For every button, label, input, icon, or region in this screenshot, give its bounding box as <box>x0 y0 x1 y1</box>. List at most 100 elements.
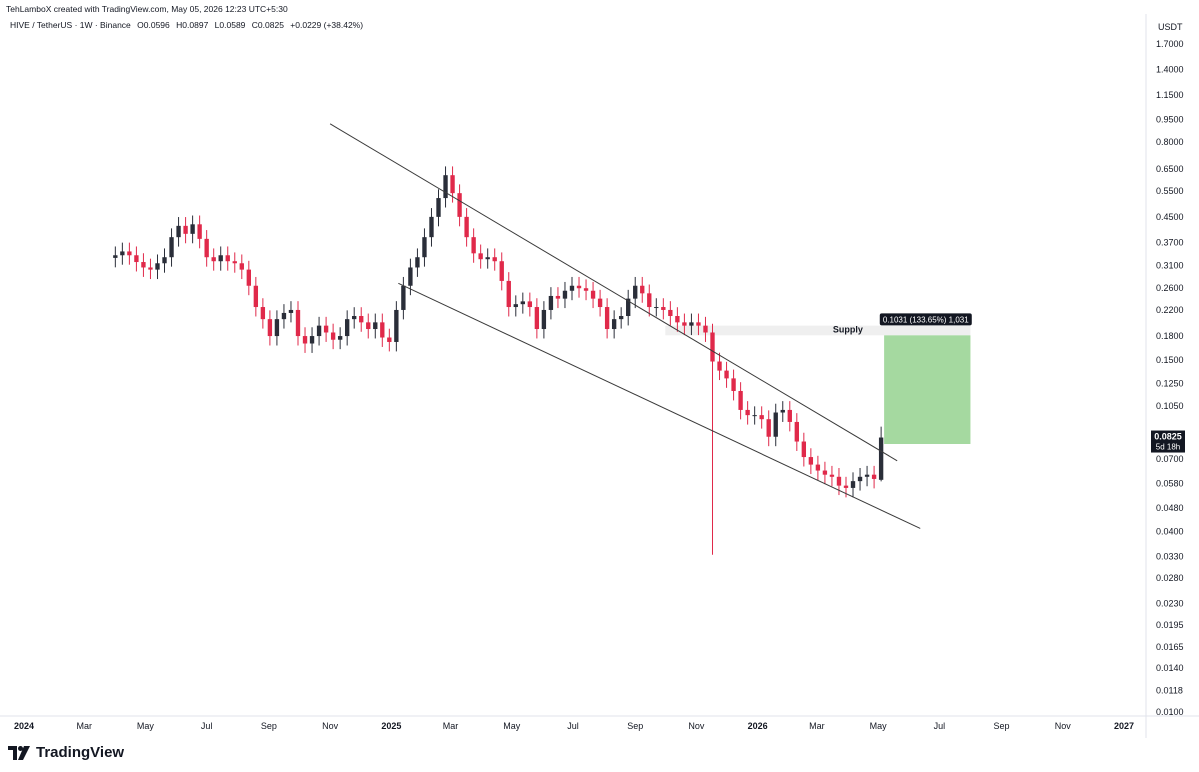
candle-body <box>415 257 420 268</box>
candle-body <box>120 251 125 256</box>
candle-body <box>499 261 504 281</box>
candle-body <box>717 361 722 371</box>
candle-body <box>836 476 842 486</box>
candle-body <box>618 316 624 320</box>
price-tick-label: 1.7000 <box>1156 39 1184 49</box>
candle-body <box>211 257 216 262</box>
candle-body <box>724 370 729 379</box>
price-tick-label: 0.6500 <box>1156 164 1184 174</box>
trendlines-layer <box>329 123 921 529</box>
ohlc-close: C0.0825 <box>251 20 284 30</box>
supply-zone-band <box>665 325 971 336</box>
candle-body <box>330 332 336 340</box>
candle-body <box>773 412 778 437</box>
price-axis[interactable]: 1.7000 1.4000 1.1500 0.9500 0.8000 0.6500 0.55… <box>1156 39 1184 717</box>
time-tick-label: May <box>870 721 888 731</box>
time-tick-label: Jul <box>567 721 579 731</box>
candle-body <box>675 316 680 323</box>
candle-body <box>260 307 266 320</box>
candle-body <box>682 322 687 326</box>
candle-body <box>822 470 828 475</box>
candle-body <box>281 312 287 320</box>
candle-body <box>604 307 610 330</box>
symbol-pair[interactable]: HIVE / TetherUS · 1W · Binance <box>10 20 131 30</box>
ohlc-high: H0.0897 <box>176 20 209 30</box>
price-tick-label: 1.4000 <box>1156 64 1184 74</box>
time-tick-label: May <box>503 721 521 731</box>
candle-body <box>148 267 153 270</box>
price-tick-label: 0.1250 <box>1156 378 1184 388</box>
candle-body <box>738 390 743 410</box>
target-box <box>884 335 971 444</box>
price-tick-label: 0.0100 <box>1156 707 1184 717</box>
candle-body <box>710 332 715 362</box>
candle-body <box>766 419 771 437</box>
price-tick-label: 1.1500 <box>1156 90 1184 100</box>
tradingview-logo-icon <box>8 745 30 760</box>
candle-body <box>366 322 371 330</box>
candle-body <box>808 457 814 465</box>
candle-body <box>513 304 518 308</box>
price-tick-label: 0.0140 <box>1156 663 1184 673</box>
symbol-info-line: HIVE / TetherUS · 1W · Binance O0.0596 H… <box>10 20 367 30</box>
supply-zone-label: Supply <box>833 324 863 334</box>
candle-body <box>394 309 399 342</box>
candle-body <box>787 409 792 422</box>
time-tick-label: Nov <box>1055 721 1072 731</box>
footer-brand-text: TradingView <box>36 744 125 761</box>
candle-body <box>640 285 645 294</box>
candle-body <box>302 336 308 344</box>
candle-body <box>471 237 476 254</box>
candle-body <box>134 255 139 263</box>
candle-body <box>850 481 856 488</box>
candle-body <box>759 415 764 420</box>
price-tick-label: 0.5500 <box>1156 186 1184 196</box>
candle-body <box>443 175 448 199</box>
candle-body <box>661 307 666 310</box>
time-tick-label: Mar <box>809 721 825 731</box>
candle-body <box>344 319 350 337</box>
bar-countdown-label: 5d 18h <box>1156 443 1180 452</box>
candle-body <box>225 255 230 262</box>
ohlc-change: +0.0229 (+38.42%) <box>290 20 364 30</box>
price-axis-unit: USDT <box>1158 22 1183 32</box>
candle-body <box>696 322 701 326</box>
candle-body <box>668 309 673 317</box>
candle-body <box>387 337 392 342</box>
price-tick-label: 0.0580 <box>1156 478 1184 488</box>
ohlc-open: O0.0596 <box>137 20 170 30</box>
time-tick-label: Mar <box>76 721 92 731</box>
measure-label-bg <box>879 313 972 326</box>
candle-body <box>309 336 315 344</box>
candle-body <box>401 285 406 310</box>
price-tick-label: 0.3100 <box>1156 260 1184 270</box>
candle-body <box>183 225 188 234</box>
candle-body <box>204 238 209 258</box>
time-tick-label: May <box>137 721 155 731</box>
candle-body <box>857 476 863 482</box>
candle-body <box>864 474 870 477</box>
candle-body <box>703 325 708 333</box>
candle-body <box>274 319 280 337</box>
candle-body <box>218 255 223 262</box>
price-tick-label: 0.1500 <box>1156 355 1184 365</box>
tradingview-brand[interactable]: TradingView <box>8 744 124 761</box>
candle-body <box>422 237 427 258</box>
candle-body <box>815 464 821 471</box>
candle-body <box>506 280 511 308</box>
candle-body <box>288 309 294 313</box>
candle-body <box>337 336 343 340</box>
time-tick-label: Sep <box>261 721 277 731</box>
candle-body <box>871 474 877 479</box>
upper-trendline <box>329 123 898 462</box>
time-tick-label: Sep <box>627 721 643 731</box>
candle-body <box>647 293 652 308</box>
price-tick-label: 0.0165 <box>1156 642 1184 652</box>
zones-layer <box>665 325 971 444</box>
candle-body <box>450 175 455 194</box>
candle-body <box>408 267 413 286</box>
candle-body <box>155 263 160 270</box>
time-axis[interactable]: 2024 Mar May Jul Sep Nov 2025 Mar May Jul Sep Nov 20… <box>14 721 1134 731</box>
